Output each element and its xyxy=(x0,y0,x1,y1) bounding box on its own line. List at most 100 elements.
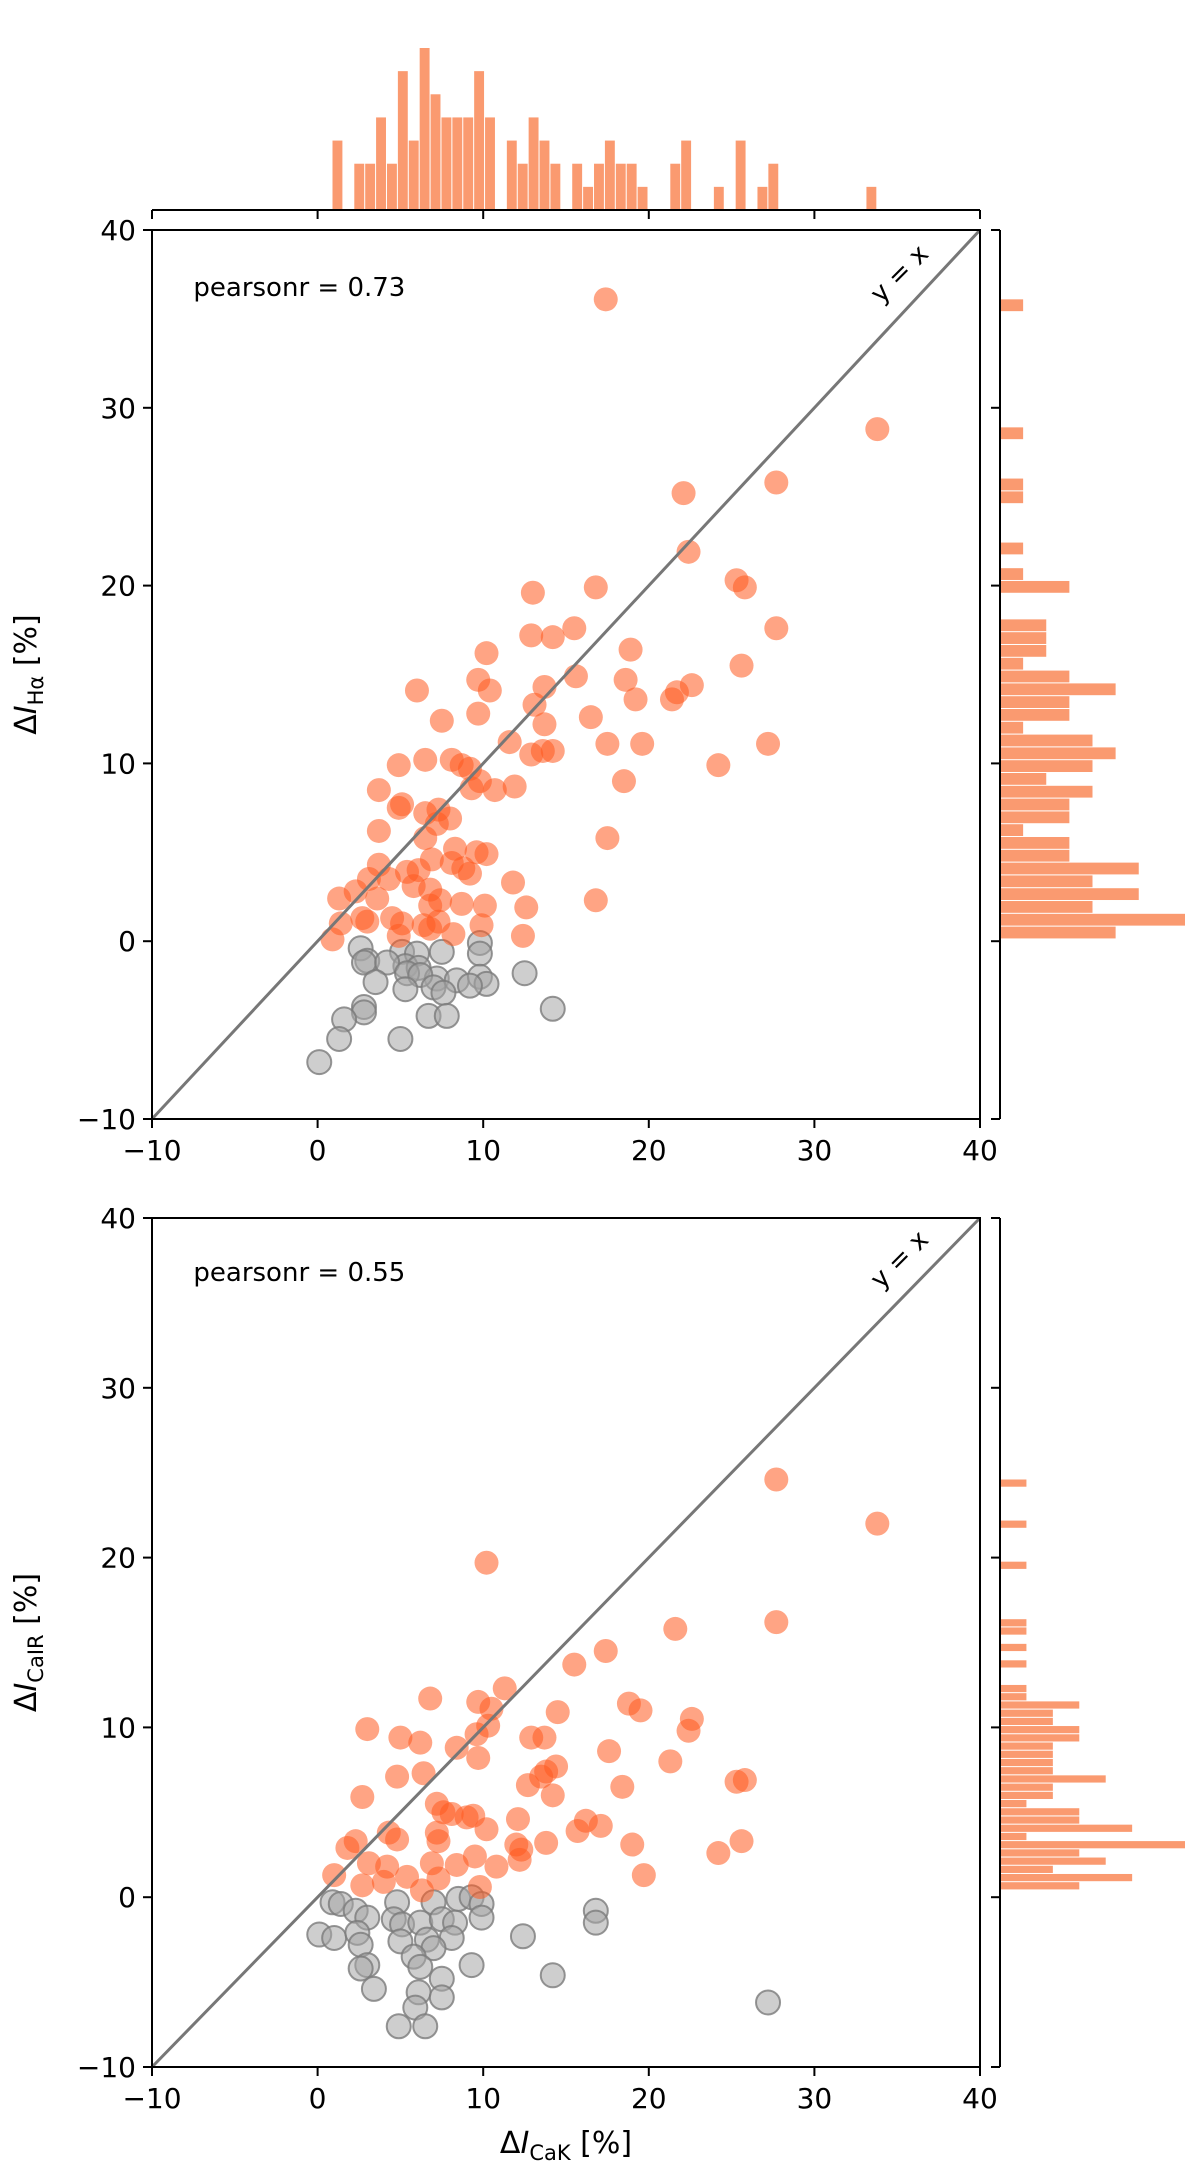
active-point xyxy=(457,861,482,886)
quiet-point xyxy=(374,949,401,976)
active-point xyxy=(409,1878,434,1903)
active-point xyxy=(371,1869,396,1894)
hist-bar xyxy=(670,163,681,210)
hist-bar xyxy=(430,94,441,210)
hist-bar xyxy=(735,140,746,210)
x-tick-label: 30 xyxy=(797,2082,833,2115)
y-axis-label: ΔICaIR [%] xyxy=(9,1573,48,1712)
hist-bar xyxy=(1000,901,1093,913)
hist-bar xyxy=(1000,1742,1053,1750)
hist-bar xyxy=(1000,1684,1027,1693)
hist-bar xyxy=(1000,1882,1080,1890)
hist-bar xyxy=(1000,1717,1053,1726)
active-point xyxy=(390,792,415,817)
hist-bar xyxy=(1000,1808,1080,1816)
active-point xyxy=(613,667,638,692)
active-point xyxy=(497,730,522,755)
hist-bar xyxy=(354,163,365,210)
identity-line xyxy=(150,1216,982,2069)
active-point xyxy=(474,842,499,867)
active-point xyxy=(519,742,544,767)
hist-bar xyxy=(1000,1849,1080,1857)
hist-bar xyxy=(1000,1791,1053,1800)
hist-bar xyxy=(1000,837,1070,849)
quiet-point xyxy=(428,1984,455,2011)
active-point xyxy=(663,1616,688,1641)
y-ticks: −10 0 10 20 30 40 xyxy=(77,1202,152,2084)
active-point xyxy=(532,1725,557,1750)
active-point xyxy=(618,637,643,662)
hist-bar xyxy=(757,186,768,210)
quiet-point xyxy=(539,995,566,1022)
active-point xyxy=(413,826,438,851)
hist-bar xyxy=(1000,721,1024,734)
hist-bar xyxy=(1000,1800,1027,1808)
active-point xyxy=(514,895,539,920)
active-point xyxy=(658,1749,683,1774)
active-point xyxy=(507,1847,532,1872)
quiet-point xyxy=(433,1002,460,1029)
active-point xyxy=(401,874,426,899)
active-point xyxy=(474,1550,499,1575)
active-point xyxy=(466,701,491,726)
quiet-points xyxy=(306,1884,782,2040)
hist-bar xyxy=(1000,1857,1106,1865)
hist-bar xyxy=(1000,1841,1185,1849)
hist-bar xyxy=(1000,811,1070,824)
hist-bar xyxy=(1000,1873,1133,1882)
active-point xyxy=(472,893,497,918)
active-point xyxy=(350,1873,375,1898)
x-tick-label: 20 xyxy=(631,1134,667,1167)
hist-bar xyxy=(1000,1693,1027,1701)
active-point xyxy=(441,922,466,947)
quiet-point xyxy=(326,1025,353,1052)
active-point xyxy=(449,891,474,916)
active-point xyxy=(588,1813,613,1838)
hist-bar xyxy=(1000,824,1024,837)
active-point xyxy=(477,678,502,703)
hist-bar xyxy=(419,48,430,210)
axes-frame xyxy=(151,229,981,1120)
active-point xyxy=(565,1818,590,1843)
active-point xyxy=(385,1764,410,1789)
hist-bar xyxy=(485,117,495,210)
active-point xyxy=(428,888,453,913)
hist-bar xyxy=(1000,1619,1027,1627)
hist-bar xyxy=(637,186,648,210)
hist-bar xyxy=(365,163,376,210)
hist-bar xyxy=(604,140,615,210)
quiet-points xyxy=(306,929,566,1076)
active-point xyxy=(459,776,484,801)
right-histogram xyxy=(1000,1479,1185,1890)
hist-bar xyxy=(681,140,692,210)
hist-bar xyxy=(1000,734,1093,747)
hist-bar xyxy=(1000,862,1139,875)
active-point xyxy=(676,1718,701,1743)
hist-bar xyxy=(1000,1767,1053,1775)
active-point xyxy=(732,575,757,600)
hist-bar xyxy=(1000,785,1093,798)
x-tick-label: 40 xyxy=(962,2082,998,2115)
x-tick-label: 40 xyxy=(962,1134,998,1167)
active-point xyxy=(729,1829,754,1854)
hist-bar xyxy=(474,71,485,211)
hist-bar xyxy=(1000,1643,1027,1652)
active-point xyxy=(563,664,588,689)
active-point xyxy=(467,1875,492,1900)
x-tick-label: 20 xyxy=(631,2082,667,2115)
active-point xyxy=(429,708,454,733)
quiet-point xyxy=(428,938,455,965)
identity-line-label: y = x xyxy=(865,1225,935,1295)
quiet-point xyxy=(456,972,483,999)
active-point xyxy=(679,673,704,698)
hist-bar xyxy=(1000,683,1116,696)
active-point xyxy=(628,1698,653,1723)
hist-bar xyxy=(539,140,550,210)
active-point xyxy=(320,927,345,952)
hist-bar xyxy=(1000,568,1024,580)
active-point xyxy=(620,1832,645,1857)
active-point xyxy=(418,1686,443,1711)
active-point xyxy=(343,879,368,904)
y-tick-label: 30 xyxy=(100,392,136,425)
